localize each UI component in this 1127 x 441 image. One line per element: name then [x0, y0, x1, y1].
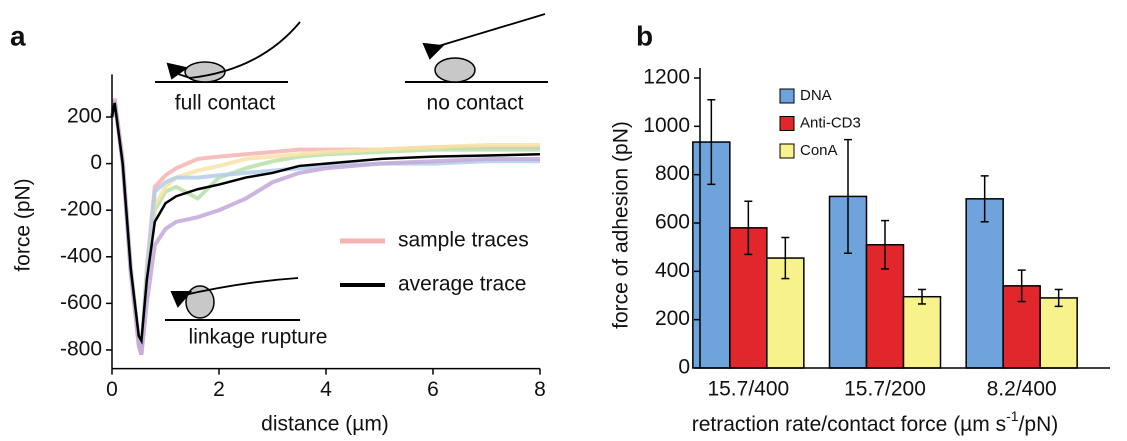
y-tick-label: 600 [655, 211, 690, 234]
legend-label: ConA [800, 142, 838, 159]
bar [965, 198, 1004, 369]
legend-label: DNA [800, 87, 832, 104]
cartoon-no-contact [405, 13, 548, 83]
legend-label: sample traces [398, 229, 529, 252]
annotation: no contact [427, 92, 524, 115]
label-part: retraction rate/contact force (µm s [692, 413, 1006, 436]
y-tick-label: 0 [678, 356, 690, 379]
panel-label: b [636, 20, 653, 51]
legend-swatch [779, 88, 795, 104]
y-tick-label: 800 [655, 162, 690, 185]
y-tick-label: -600 [60, 291, 102, 314]
y-tick-label: 400 [655, 259, 690, 282]
x-tick-label: 2 [213, 378, 225, 401]
y-tick-label: 200 [655, 307, 690, 330]
sample-trace [110, 100, 540, 351]
legend-label: Anti-CD3 [800, 114, 861, 131]
label-sup: -1 [1006, 408, 1019, 424]
cartoon-rupture [165, 277, 300, 321]
y-tick-label: 1200 [643, 66, 690, 89]
bar [1039, 297, 1078, 369]
x-tick-label: 15.7/400 [707, 378, 789, 401]
panel-label: a [10, 20, 26, 51]
legend-swatch [779, 143, 795, 159]
legend-swatch [779, 116, 795, 131]
y-tick-label: 1000 [643, 114, 690, 137]
y-tick-label: 0 [90, 151, 102, 174]
x-tick-label: 8.2/400 [987, 378, 1057, 401]
x-axis-label: distance (µm) [261, 413, 389, 436]
y-tick-label: 200 [67, 105, 102, 128]
cartoon-full-contact [155, 21, 301, 83]
y-tick-label: -800 [60, 338, 102, 361]
y-axis-label: force (pN) [12, 178, 35, 271]
x-axis-label: retraction rate/contact force (µm s-1/pN… [692, 408, 1059, 436]
y-tick-label: -400 [60, 244, 102, 267]
x-tick-label: 4 [320, 378, 332, 401]
sample-trace [110, 101, 540, 349]
y-tick-label: -200 [60, 198, 102, 221]
x-tick-label: 6 [427, 378, 439, 401]
average-trace [110, 102, 541, 345]
annotation: linkage rupture [189, 326, 328, 349]
legend-label: average trace [398, 273, 526, 296]
bar [902, 295, 942, 369]
x-tick-label: 0 [106, 378, 118, 401]
sample-trace [110, 102, 540, 351]
y-axis-label: force of adhesion (pN) [610, 121, 633, 329]
label-part: /pN) [1019, 413, 1059, 436]
x-tick-label: 15.7/200 [844, 378, 926, 401]
sample-trace [110, 98, 540, 356]
annotation: full contact [175, 92, 276, 115]
x-tick-label: 8 [534, 378, 546, 401]
